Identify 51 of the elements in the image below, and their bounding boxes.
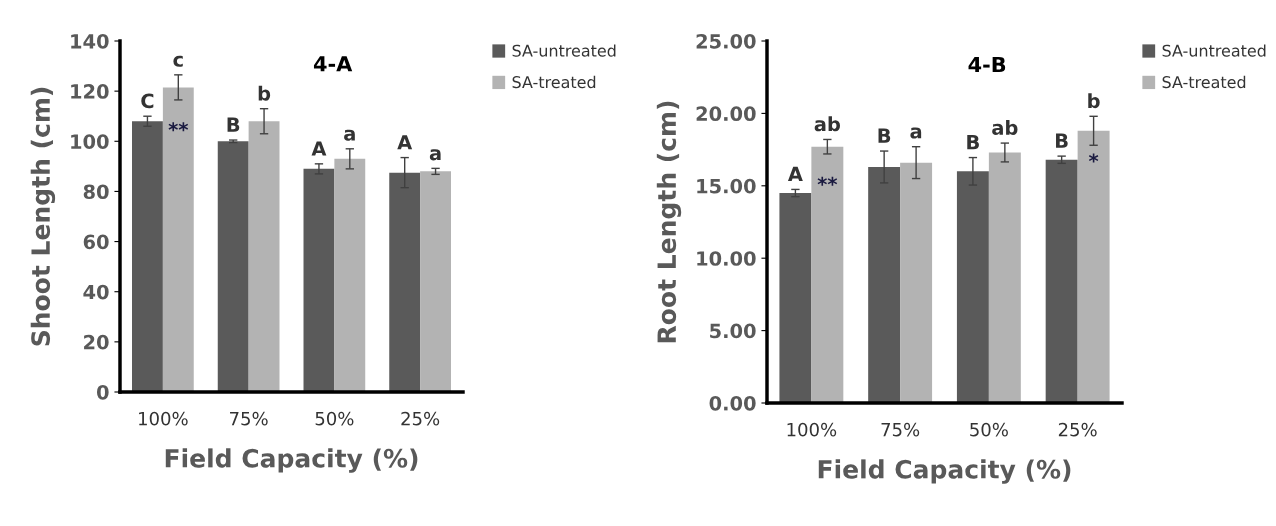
annotation: * bbox=[1088, 153, 1099, 163]
data-label: A bbox=[397, 135, 413, 150]
text: 4-A bbox=[313, 56, 353, 72]
y-tick-label: 120 bbox=[71, 84, 109, 99]
annotation: ** bbox=[168, 122, 189, 132]
x-axis-title: Field Capacity (%) bbox=[818, 459, 1071, 484]
y-tick-label: 20 bbox=[84, 334, 109, 350]
x-tick-label: 75% bbox=[230, 411, 268, 426]
y-tick-label: 100 bbox=[71, 134, 109, 149]
data-label: C bbox=[141, 93, 154, 109]
data-label: A bbox=[787, 166, 803, 182]
data-label: A bbox=[311, 141, 327, 156]
data-label: B bbox=[227, 117, 240, 132]
data-label: ab bbox=[814, 116, 840, 132]
y-tick-label: 0 bbox=[96, 384, 109, 400]
annotation: ** bbox=[817, 176, 838, 186]
y-tick-label: 0.00 bbox=[709, 395, 756, 411]
x-axis-title: Field Capacity (%) bbox=[165, 448, 418, 473]
text: 4-B bbox=[968, 56, 1006, 73]
data-label: ab bbox=[992, 119, 1018, 135]
y-tick-label: 10.00 bbox=[697, 251, 756, 266]
y-tick-label: 5.00 bbox=[710, 323, 756, 339]
y-tick-label: 25.00 bbox=[696, 33, 756, 49]
data-label: a bbox=[429, 149, 441, 161]
data-label: B bbox=[878, 128, 891, 143]
y-axis-title: Root Length (cm) bbox=[656, 101, 682, 343]
x-tick-label: 50% bbox=[315, 411, 354, 426]
data-label: B bbox=[967, 135, 979, 150]
y-tick-label: 80 bbox=[83, 184, 109, 200]
x-tick-label: 75% bbox=[881, 422, 920, 437]
y-tick-label: 140 bbox=[71, 33, 109, 49]
x-tick-label: 100% bbox=[787, 422, 837, 437]
y-tick-label: 40 bbox=[83, 284, 109, 300]
legend-label: SA-treated bbox=[512, 75, 596, 89]
data-label: b bbox=[258, 85, 271, 101]
x-tick-label: 25% bbox=[401, 411, 440, 426]
x-tick-label: 50% bbox=[970, 422, 1008, 437]
y-tick-label: 20.00 bbox=[696, 106, 756, 122]
legend-label: SA-treated bbox=[1162, 75, 1246, 89]
legend-label: SA-untreated bbox=[1162, 44, 1266, 57]
data-label: c bbox=[173, 55, 183, 67]
y-tick-label: 15.00 bbox=[697, 178, 756, 194]
y-axis-title: Shoot Length (cm) bbox=[30, 87, 56, 346]
x-tick-label: 100% bbox=[139, 411, 188, 426]
data-label: a bbox=[910, 127, 922, 139]
data-label: b bbox=[1088, 93, 1100, 109]
y-tick-label: 60 bbox=[83, 234, 109, 250]
legend-label: SA-untreated bbox=[512, 44, 616, 57]
x-tick-label: 25% bbox=[1058, 422, 1097, 437]
data-label: B bbox=[1056, 133, 1068, 148]
data-label: a bbox=[344, 129, 355, 141]
